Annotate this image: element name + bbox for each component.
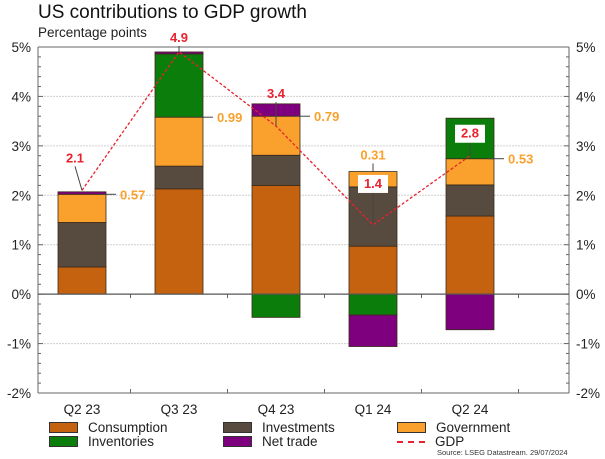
legend-swatch-investments bbox=[223, 422, 252, 433]
chart-title: US contributions to GDP growth bbox=[38, 2, 307, 23]
legend-label: Inventories bbox=[88, 434, 155, 449]
legend-item-government: Government bbox=[397, 420, 510, 435]
bar-net-trade bbox=[57, 191, 107, 195]
x-tick-label: Q2 24 bbox=[452, 402, 489, 417]
bar-consumption bbox=[445, 215, 495, 295]
government-label: 0.79 bbox=[314, 109, 339, 124]
government-label: 0.99 bbox=[217, 110, 242, 125]
y-tick-label-left: 5% bbox=[11, 40, 31, 55]
government-label: 0.57 bbox=[120, 187, 145, 202]
bar-government bbox=[154, 116, 204, 167]
y-tick-label-right: 4% bbox=[576, 89, 596, 104]
bar-inventories bbox=[251, 293, 301, 318]
y-tick-label-right: 2% bbox=[576, 188, 596, 203]
bar-consumption bbox=[154, 188, 204, 295]
legend-swatch-inventories bbox=[49, 436, 78, 447]
bar-investments bbox=[154, 165, 204, 190]
government-label: 0.31 bbox=[360, 148, 385, 163]
legend-item-inventories: Inventories bbox=[49, 434, 154, 449]
bar-investments bbox=[445, 184, 495, 217]
y-tick-label-right: 3% bbox=[576, 139, 596, 154]
bar-government bbox=[445, 158, 495, 186]
x-tick-label: Q4 23 bbox=[258, 402, 295, 417]
gdp-label: 2.1 bbox=[66, 150, 84, 165]
bar-consumption bbox=[251, 184, 301, 295]
government-label: 0.53 bbox=[508, 152, 533, 167]
x-tick-label: Q1 24 bbox=[355, 402, 392, 417]
gdp-label: 4.9 bbox=[170, 30, 188, 45]
gdp-label-box bbox=[358, 174, 388, 193]
gdp-label: 1.4 bbox=[364, 176, 383, 191]
legend-item-net-trade: Net trade bbox=[223, 434, 318, 449]
y-tick-label-right: 0% bbox=[576, 287, 596, 302]
legend-label: GDP bbox=[435, 434, 465, 449]
y-tick-label-left: -1% bbox=[7, 337, 31, 352]
legend-item-investments: Investments bbox=[223, 420, 335, 435]
y-tick-label-right: 5% bbox=[576, 40, 596, 55]
bar-net-trade bbox=[445, 293, 495, 331]
bar-government bbox=[57, 193, 107, 223]
y-tick-label-left: 4% bbox=[11, 89, 31, 104]
y-tick-label-left: -2% bbox=[7, 386, 31, 401]
x-tick-label: Q2 23 bbox=[64, 402, 101, 417]
y-tick-label-left: 2% bbox=[11, 188, 31, 203]
y-tick-label-right: -2% bbox=[576, 386, 600, 401]
y-tick-label-left: 0% bbox=[11, 287, 31, 302]
legend-swatch-net-trade bbox=[223, 436, 252, 447]
bar-inventories bbox=[154, 53, 204, 118]
gdp-label-box bbox=[455, 124, 485, 143]
legend-line-gdp bbox=[397, 440, 425, 443]
y-tick-label-right: 1% bbox=[576, 238, 596, 253]
chart-subtitle: Percentage points bbox=[38, 25, 147, 40]
legend-item-gdp: GDP bbox=[397, 434, 464, 449]
bar-net-trade bbox=[154, 51, 204, 55]
bar-inventories bbox=[348, 293, 398, 316]
bar-consumption bbox=[348, 245, 398, 295]
gdp-label: 2.8 bbox=[461, 126, 479, 141]
legend-swatch-consumption bbox=[49, 422, 78, 433]
y-tick-label-left: 3% bbox=[11, 139, 31, 154]
y-tick-label-right: -1% bbox=[576, 337, 600, 352]
gdp-label-leader bbox=[74, 166, 83, 191]
legend-label: Net trade bbox=[262, 434, 318, 449]
bar-consumption bbox=[57, 266, 107, 295]
y-tick-label-left: 1% bbox=[11, 238, 31, 253]
legend-label: Government bbox=[436, 420, 511, 435]
legend-item-consumption: Consumption bbox=[49, 420, 168, 435]
legend-label: Investments bbox=[262, 420, 335, 435]
x-tick-label: Q3 23 bbox=[161, 402, 198, 417]
bar-net-trade bbox=[348, 314, 398, 347]
bar-investments bbox=[57, 222, 107, 268]
source-note: Source: LSEG Datastream. 29/07/2024 bbox=[437, 448, 568, 457]
legend-swatch-government bbox=[397, 422, 426, 433]
bar-investments bbox=[251, 154, 301, 186]
gdp-label: 3.4 bbox=[267, 86, 286, 101]
legend-label: Consumption bbox=[88, 420, 168, 435]
